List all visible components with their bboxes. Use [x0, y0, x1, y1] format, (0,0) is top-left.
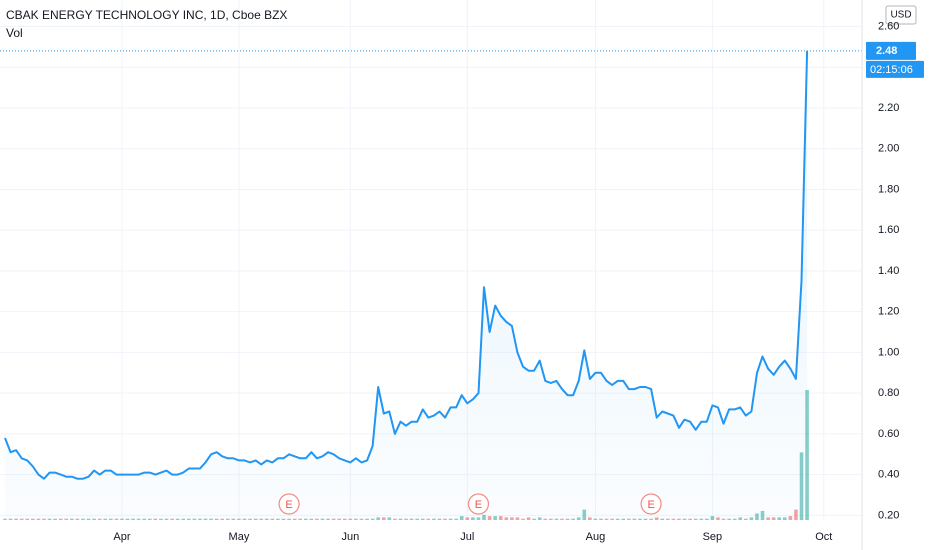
x-tick-label: Sep [703, 531, 723, 543]
y-tick-label: 1.40 [878, 265, 899, 277]
chart-title: CBAK ENERGY TECHNOLOGY INC, 1D, Cboe BZX [6, 8, 287, 22]
y-tick-label: 2.60 [878, 20, 899, 32]
price-tag-label: 2.48 [876, 45, 897, 57]
y-tick-label: 0.40 [878, 469, 899, 481]
x-tick-label: Apr [113, 531, 130, 543]
currency[interactable]: USD [890, 10, 911, 21]
x-tick-label: Oct [815, 531, 832, 543]
grid [0, 0, 862, 520]
y-tick-label: 0.20 [878, 509, 899, 521]
price [4, 50, 809, 521]
x-tick-label: May [229, 531, 250, 543]
y-tick-label: 1.60 [878, 224, 899, 236]
earnings-marker [640, 493, 662, 515]
y-tick-label: 1.80 [878, 183, 899, 195]
y-tick-label: 2.20 [878, 102, 899, 114]
x-tick-label: Aug [586, 531, 606, 543]
x-tick-label: Jun [341, 531, 359, 543]
countdown-label: 02:15:06 [870, 64, 913, 76]
area [5, 50, 808, 521]
y-tick-label: 2.00 [878, 143, 899, 155]
earnings-label: E [475, 499, 482, 511]
y-tick-label: 0.60 [878, 428, 899, 440]
earnings-marker [278, 493, 300, 515]
earnings-label: E [647, 499, 654, 511]
y-tick-label: 0.80 [878, 387, 899, 399]
subtitle: Vol [6, 26, 23, 40]
price-tag [866, 41, 916, 60]
y-tick-label: 1.20 [878, 306, 899, 318]
y-tick-label: 1.00 [878, 346, 899, 358]
price-line [4, 50, 809, 480]
countdown-tag [866, 60, 924, 78]
currency-box[interactable] [885, 5, 917, 25]
earnings-label: E [285, 499, 292, 511]
earnings-marker [467, 493, 490, 515]
x-tick-label: Jul [460, 531, 474, 543]
